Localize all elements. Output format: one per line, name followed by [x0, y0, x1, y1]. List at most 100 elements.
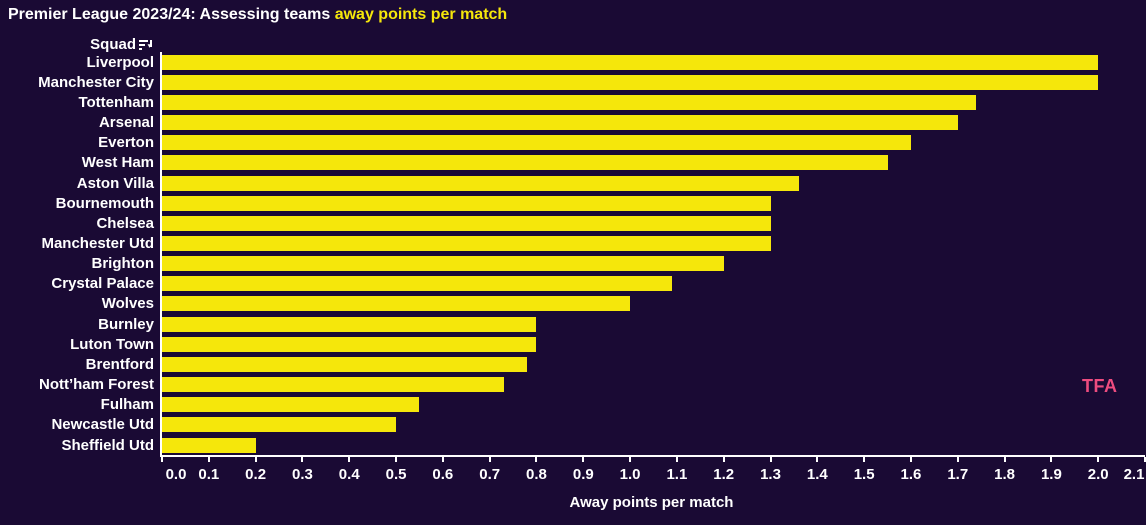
team-label-burnley: Burnley	[98, 315, 154, 333]
bar-manchester-utd[interactable]	[162, 235, 771, 251]
bar-nott-ham-forest[interactable]	[162, 377, 504, 393]
bar-row-liverpool	[162, 52, 1145, 72]
team-label-nott-ham-forest: Nott’ham Forest	[38, 376, 154, 394]
x-axis-tick	[395, 457, 398, 462]
bar-manchester-city[interactable]	[162, 74, 1099, 90]
bar-arsenal[interactable]	[162, 115, 958, 131]
bar-row-burnley	[162, 314, 1145, 334]
bar-row-manchester-city	[162, 72, 1145, 92]
x-axis-tick	[956, 457, 959, 462]
bar-sheffield-utd[interactable]	[162, 437, 256, 453]
x-axis-tick	[441, 457, 444, 462]
bar-row-bournemouth	[162, 193, 1145, 213]
x-axis-tick	[769, 457, 772, 462]
x-axis-tick-label: 0.3	[291, 466, 313, 483]
x-axis-tick-label: 1.3	[760, 466, 781, 483]
bar-row-wolves	[162, 294, 1145, 314]
bar-row-chelsea	[162, 213, 1145, 233]
team-label-manchester-city: Manchester City	[38, 73, 154, 91]
team-label-manchester-utd: Manchester Utd	[41, 234, 154, 252]
x-axis-tick-label: 0.8	[526, 466, 547, 483]
x-axis-tick-label: 0.0	[165, 466, 187, 483]
x-axis-tick-label: 1.1	[666, 466, 688, 483]
team-label-brentford: Brentford	[85, 355, 154, 373]
bar-bournemouth[interactable]	[162, 195, 771, 211]
x-axis-tick-label: 2.1	[1123, 466, 1145, 483]
x-axis-tick	[1003, 457, 1006, 462]
x-axis-title: Away points per match	[569, 494, 734, 511]
bar-crystal-palace[interactable]	[162, 276, 673, 292]
bar-burnley[interactable]	[162, 316, 537, 332]
x-axis-tick-label: 0.1	[198, 466, 220, 483]
squad-header-label: Squad	[90, 36, 136, 53]
x-axis-tick-label: 1.5	[853, 466, 875, 483]
bar-west-ham[interactable]	[162, 155, 888, 171]
bar-row-luton-town	[162, 334, 1145, 354]
x-axis-tick-label: 1.0	[619, 466, 641, 483]
x-axis-tick-label: 2.0	[1087, 466, 1109, 483]
x-axis-tick-label: 0.5	[385, 466, 407, 483]
x-axis-tick	[301, 457, 304, 462]
x-axis-tick	[722, 457, 725, 462]
x-axis-tick	[161, 457, 163, 462]
team-label-west-ham: West Ham	[81, 154, 154, 172]
team-label-luton-town: Luton Town	[70, 335, 154, 353]
column-header-squad[interactable]: Squad	[0, 36, 152, 53]
bar-row-brentford	[162, 354, 1145, 374]
bar-row-manchester-utd	[162, 233, 1145, 253]
team-label-bournemouth: Bournemouth	[55, 194, 154, 212]
x-axis-tick	[1050, 457, 1053, 462]
bar-aston-villa[interactable]	[162, 175, 799, 191]
x-axis-tick-label: 1.8	[994, 466, 1015, 483]
bar-row-everton	[162, 133, 1145, 153]
x-axis-tick	[1144, 457, 1146, 462]
bar-row-west-ham	[162, 153, 1145, 173]
bar-row-nott-ham-forest	[162, 375, 1145, 395]
bar-chelsea[interactable]	[162, 215, 771, 231]
bar-tottenham[interactable]	[162, 94, 977, 110]
bar-everton[interactable]	[162, 135, 911, 151]
x-axis-tick	[254, 457, 257, 462]
team-label-aston-villa: Aston Villa	[76, 174, 154, 192]
x-axis-tick	[1097, 457, 1100, 462]
team-label-brighton: Brighton	[91, 255, 154, 273]
x-axis-tick-label: 0.2	[245, 466, 267, 483]
bar-brentford[interactable]	[162, 356, 528, 372]
bar-wolves[interactable]	[162, 296, 631, 312]
x-axis-tick	[863, 457, 866, 462]
bar-fulham[interactable]	[162, 397, 420, 413]
x-axis-tick	[675, 457, 678, 462]
x-axis-tick	[535, 457, 538, 462]
x-axis-tick-label: 0.4	[338, 466, 360, 483]
bar-newcastle-utd[interactable]	[162, 417, 397, 433]
x-axis-tick-label: 1.9	[1040, 466, 1062, 483]
bar-brighton[interactable]	[162, 256, 724, 272]
team-label-everton: Everton	[98, 134, 154, 152]
bar-row-sheffield-utd	[162, 435, 1145, 455]
title-highlight: away points per match	[334, 6, 508, 23]
x-axis-tick-label: 0.9	[572, 466, 594, 483]
tfa-logo: TFA	[1082, 376, 1118, 396]
bar-row-crystal-palace	[162, 274, 1145, 294]
x-axis-tick	[582, 457, 585, 462]
team-label-liverpool: Liverpool	[86, 53, 154, 71]
bar-row-arsenal	[162, 112, 1145, 132]
x-axis-tick	[348, 457, 351, 462]
bar-row-brighton	[162, 254, 1145, 274]
bar-liverpool[interactable]	[162, 54, 1099, 70]
x-axis-tick	[207, 457, 210, 462]
x-axis-tick-labels: 0.0 0.1 0.2 0.3 0.4 0.5 0.6 0.7 0.8 0.9 1.0 1.1 1.2 1…	[162, 466, 1145, 484]
x-axis-tick	[629, 457, 632, 462]
team-label-tottenham: Tottenham	[78, 93, 154, 111]
bar-row-newcastle-utd	[162, 415, 1145, 435]
x-axis-tick	[488, 457, 491, 462]
x-axis-tick-label: 1.7	[947, 466, 969, 483]
title-main: Premier League 2023/24: Assessing teams	[8, 6, 335, 23]
team-label-crystal-palace: Crystal Palace	[51, 275, 154, 293]
bar-series	[162, 52, 1145, 455]
sort-descending-icon[interactable]	[139, 39, 152, 50]
team-label-sheffield-utd: Sheffield Utd	[61, 436, 155, 454]
x-axis-tick-label: 1.6	[900, 466, 922, 483]
bar-luton-town[interactable]	[162, 336, 537, 352]
